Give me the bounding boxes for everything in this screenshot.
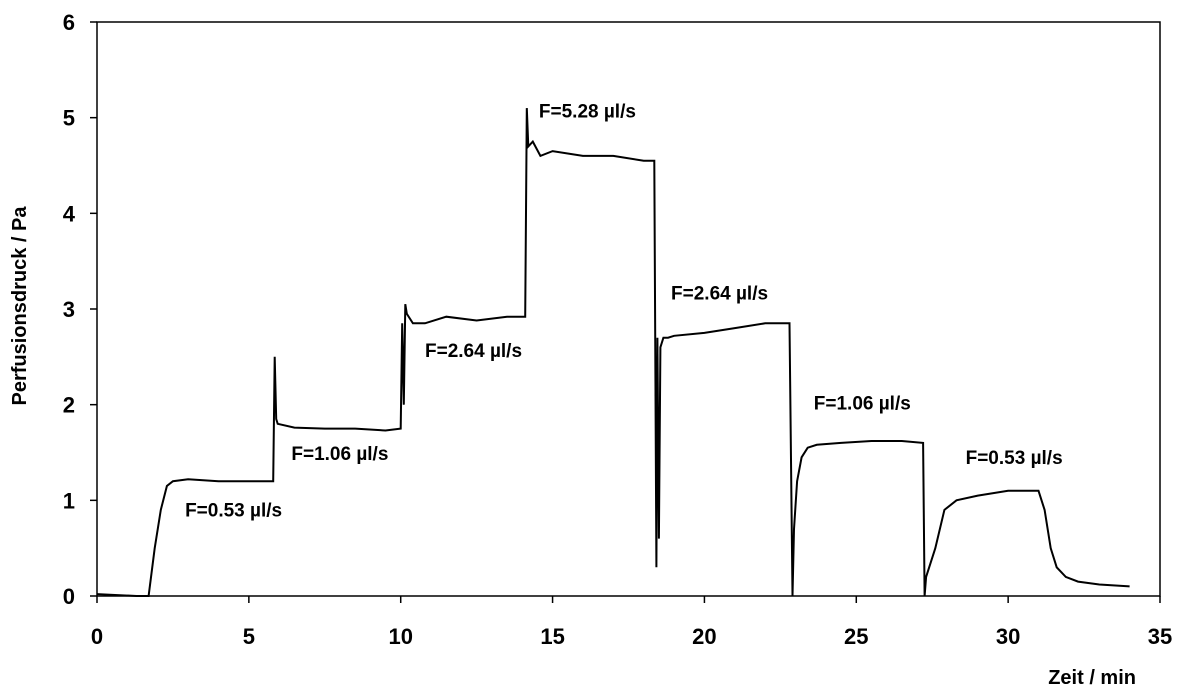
x-axis-title: Zeit / min bbox=[1048, 667, 1136, 689]
x-tick-label: 5 bbox=[243, 624, 255, 649]
x-tick-label: 0 bbox=[91, 624, 103, 649]
flow-rate-label: F=2.64 µl/s bbox=[671, 283, 768, 304]
y-tick-label: 1 bbox=[63, 488, 75, 513]
x-tick-label: 30 bbox=[996, 624, 1020, 649]
x-tick-label: 20 bbox=[692, 624, 716, 649]
y-axis-title: Perfusionsdruck / Pa bbox=[9, 206, 31, 406]
y-axis: 0 1 2 3 4 5 6 bbox=[63, 10, 97, 609]
flow-rate-label: F=5.28 µl/s bbox=[539, 102, 636, 123]
x-tick-label: 35 bbox=[1148, 624, 1172, 649]
y-tick-label: 4 bbox=[63, 201, 76, 226]
annotations: F=0.53 µl/s F=1.06 µl/s F=2.64 µl/s F=5.28 … bbox=[185, 102, 1063, 522]
flow-rate-label: F=0.53 µl/s bbox=[966, 448, 1063, 469]
y-tick-label: 6 bbox=[63, 10, 75, 35]
y-tick-label: 0 bbox=[63, 584, 75, 609]
flow-rate-label: F=2.64 µl/s bbox=[425, 341, 522, 362]
x-axis: 0 5 10 15 20 25 30 35 bbox=[91, 596, 1172, 649]
flow-rate-label: F=1.06 µl/s bbox=[814, 393, 911, 414]
y-tick-label: 2 bbox=[63, 393, 75, 418]
y-tick-label: 5 bbox=[63, 106, 75, 131]
flow-rate-label: F=0.53 µl/s bbox=[185, 501, 282, 522]
x-tick-label: 15 bbox=[540, 624, 564, 649]
pressure-series-line bbox=[96, 108, 1130, 597]
y-tick-label: 3 bbox=[63, 297, 75, 322]
flow-rate-label: F=1.06 µl/s bbox=[291, 444, 388, 465]
x-tick-label: 25 bbox=[844, 624, 868, 649]
x-tick-label: 10 bbox=[388, 624, 412, 649]
